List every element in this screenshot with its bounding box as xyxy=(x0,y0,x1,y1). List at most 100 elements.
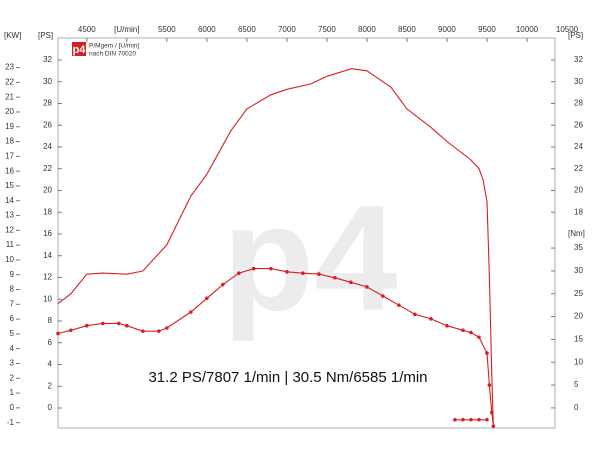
series-marker xyxy=(237,271,241,275)
series-marker xyxy=(301,271,305,275)
series-marker xyxy=(349,280,353,285)
series-marker xyxy=(101,321,105,326)
ps-tick-label: 30 xyxy=(43,77,52,86)
nm-tick-label: 10 xyxy=(574,357,583,366)
series-marker xyxy=(125,323,129,328)
series-marker xyxy=(251,266,256,271)
kw-tick-label: 19 xyxy=(5,122,14,131)
kw-tick-label: 15 xyxy=(5,181,14,190)
series-marker xyxy=(365,285,369,289)
x-tick-label: 7000 xyxy=(278,25,296,34)
ps-tick-label: 10 xyxy=(43,294,52,303)
series-marker xyxy=(221,282,225,287)
ps-tick-label: 28 xyxy=(43,99,52,108)
ps-tick-label-right: 32 xyxy=(574,55,583,64)
series-marker xyxy=(381,294,385,298)
x-tick-label: [U/min] xyxy=(114,25,139,34)
ps-tick-label: 14 xyxy=(43,251,52,260)
series-marker xyxy=(477,335,481,339)
kw-tick-label: 23 xyxy=(5,63,14,72)
series-marker xyxy=(461,328,465,333)
series-marker xyxy=(269,266,273,271)
series-marker xyxy=(453,417,457,422)
series-marker xyxy=(333,275,337,280)
nm-tick-label: 0 xyxy=(574,403,579,412)
kw-tick-label: 6 xyxy=(10,314,15,323)
nm-tick-label: 20 xyxy=(574,312,583,321)
nm-tick-label: 15 xyxy=(574,335,583,344)
ps-tick-label: 4 xyxy=(48,360,53,369)
kw-tick-label: 12 xyxy=(5,225,14,234)
x-tick-label: 8500 xyxy=(398,25,416,34)
series-marker xyxy=(469,330,473,335)
series-marker xyxy=(56,331,60,336)
series-marker xyxy=(413,312,417,317)
ps-tick-label: 8 xyxy=(48,316,53,325)
series-marker xyxy=(397,303,401,307)
ps-tick-label: 0 xyxy=(48,403,53,412)
series-marker xyxy=(85,323,89,328)
series-marker xyxy=(141,329,145,333)
x-tick-label: 7500 xyxy=(318,25,336,34)
x-tick-label: 5500 xyxy=(158,25,176,34)
series-marker xyxy=(285,270,289,274)
ps-tick-label: 16 xyxy=(43,229,52,238)
kw-tick-label: 20 xyxy=(5,107,14,116)
series-marker xyxy=(485,417,489,422)
series-marker xyxy=(117,321,121,326)
legend-logo: p4 xyxy=(73,44,87,56)
x-tick-label: 6500 xyxy=(238,25,256,34)
series-marker xyxy=(445,323,449,328)
kw-tick-label: 17 xyxy=(5,151,14,160)
nm-tick-label: 25 xyxy=(574,289,583,298)
ps-tick-label: 12 xyxy=(43,273,52,282)
x-tick-label: 9000 xyxy=(438,25,456,34)
kw-tick-label: 21 xyxy=(5,92,14,101)
kw-tick-label: 13 xyxy=(5,211,14,220)
annotation: 31.2 PS/7807 1/min | 30.5 Nm/6585 1/min xyxy=(148,369,427,386)
kw-tick-label: 0 xyxy=(10,403,15,412)
series-marker xyxy=(485,351,489,355)
ps-tick-label-right: 20 xyxy=(574,186,583,195)
ps-tick-label-right: 24 xyxy=(574,142,583,151)
ps-tick-label: 22 xyxy=(43,164,52,173)
kw-tick-label: 16 xyxy=(5,166,14,175)
series-marker xyxy=(317,272,321,276)
nm-axis-label: [Nm] xyxy=(568,229,585,238)
kw-tick-label: 7 xyxy=(10,299,15,308)
ps-tick-label: 26 xyxy=(43,120,52,129)
ps-tick-label: 24 xyxy=(43,142,52,151)
legend-line: P/Mgem / [U/min] xyxy=(89,43,139,50)
x-tick-label: 4500 xyxy=(78,25,96,34)
ps-tick-label: 32 xyxy=(43,55,52,64)
series-marker xyxy=(165,326,169,330)
kw-tick-label: 9 xyxy=(10,270,15,279)
kw-tick-label: 3 xyxy=(10,359,15,368)
nm-tick-label: 35 xyxy=(574,243,583,252)
nm-tick-label: 30 xyxy=(574,266,583,275)
kw-tick-label: 14 xyxy=(5,196,14,205)
series-marker xyxy=(69,328,73,333)
ps-tick-label-right: 18 xyxy=(574,207,583,216)
kw-tick-label: -1 xyxy=(7,418,15,427)
x-tick-label: 9500 xyxy=(478,25,496,34)
x-tick-label: 10500 xyxy=(556,25,579,34)
kw-tick-label: 11 xyxy=(6,240,15,249)
series-marker xyxy=(189,310,193,314)
kw-tick-label: 1 xyxy=(10,388,15,397)
logo-box xyxy=(72,42,86,56)
series-line xyxy=(57,68,494,428)
kw-tick-label: 2 xyxy=(10,373,15,382)
ps-tick-label: 6 xyxy=(48,338,53,347)
ps-tick-label: 20 xyxy=(43,186,52,195)
plot-frame xyxy=(57,37,556,429)
watermark: p4 xyxy=(222,174,397,342)
series-marker xyxy=(489,410,494,415)
ps-tick-label-right: 28 xyxy=(574,99,583,108)
kw-tick-label: 4 xyxy=(10,344,15,353)
ps-tick-label: 2 xyxy=(48,381,53,390)
ps-tick-label-right: 22 xyxy=(574,164,583,173)
series-marker xyxy=(461,417,465,422)
ps-tick-label: 18 xyxy=(43,207,52,216)
